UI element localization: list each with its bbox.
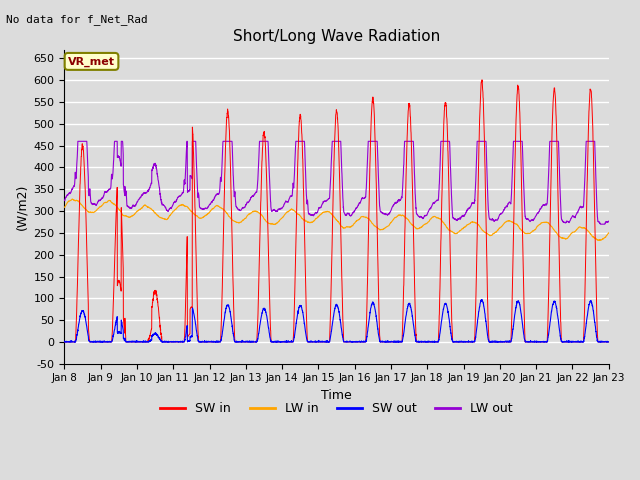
SW out: [177, 339, 185, 345]
Y-axis label: (W/m2): (W/m2): [15, 183, 28, 230]
Legend: SW in, LW in, SW out, LW out: SW in, LW in, SW out, LW out: [155, 397, 518, 420]
LW in: [554, 231, 561, 237]
LW out: [390, 202, 397, 208]
LW out: [61, 198, 68, 204]
LW in: [595, 238, 602, 243]
SW out: [61, 339, 68, 345]
LW out: [74, 138, 82, 144]
LW out: [399, 173, 407, 179]
SW out: [478, 297, 486, 302]
Line: SW out: SW out: [65, 300, 609, 342]
LW in: [177, 202, 185, 208]
SW out: [605, 339, 612, 345]
LW in: [605, 230, 612, 236]
LW out: [605, 219, 612, 225]
SW out: [605, 339, 612, 345]
SW out: [61, 338, 68, 344]
SW in: [399, 308, 407, 314]
LW out: [212, 192, 220, 198]
SW in: [605, 339, 612, 345]
SW in: [390, 339, 397, 345]
Line: SW in: SW in: [65, 80, 609, 342]
LW in: [212, 203, 220, 208]
LW out: [177, 192, 185, 198]
SW out: [390, 339, 397, 345]
SW out: [212, 339, 220, 345]
SW in: [212, 339, 220, 345]
LW in: [68, 196, 76, 202]
LW in: [399, 213, 407, 218]
SW in: [554, 152, 561, 158]
SW in: [605, 339, 612, 345]
Text: No data for f_Net_Rad: No data for f_Net_Rad: [6, 14, 148, 25]
Text: VR_met: VR_met: [68, 56, 115, 67]
SW in: [177, 339, 185, 345]
LW out: [605, 218, 612, 224]
LW in: [61, 204, 68, 210]
LW in: [390, 216, 397, 222]
LW in: [605, 230, 612, 236]
Title: Short/Long Wave Radiation: Short/Long Wave Radiation: [233, 29, 440, 44]
SW out: [399, 333, 407, 338]
Line: LW out: LW out: [65, 141, 609, 224]
LW out: [554, 138, 561, 144]
SW in: [478, 77, 486, 83]
X-axis label: Time: Time: [321, 389, 352, 402]
LW out: [596, 221, 604, 227]
SW in: [61, 339, 68, 345]
Line: LW in: LW in: [65, 199, 609, 240]
SW out: [554, 311, 561, 316]
